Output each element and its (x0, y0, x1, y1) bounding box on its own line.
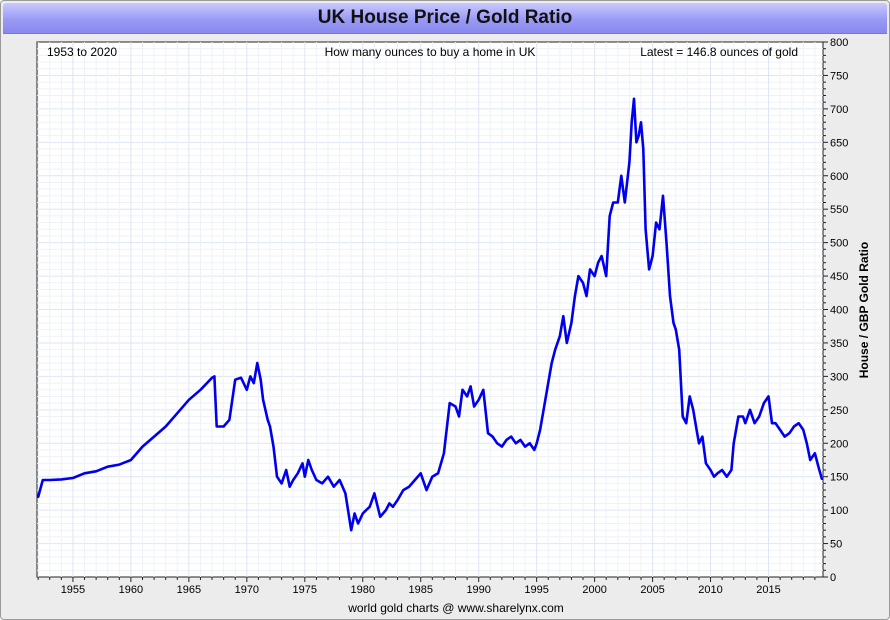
x-tick-label: 1965 (177, 584, 201, 596)
y-tick-label: 800 (830, 37, 848, 49)
x-tick-label: 2010 (698, 584, 722, 596)
line-layer (36, 97, 824, 532)
footer-credit: world gold charts @ www.sharelynx.com (347, 601, 564, 615)
y-tick-label: 450 (830, 271, 848, 283)
x-tick-label: 1985 (408, 584, 432, 596)
annotation-center: How many ounces to buy a home in UK (325, 45, 536, 59)
x-tick-label: 1975 (293, 584, 317, 596)
x-tick-label: 1955 (61, 584, 85, 596)
y-tick-label: 700 (830, 104, 848, 116)
x-tick-label: 2015 (756, 584, 780, 596)
x-tick-label: 2005 (640, 584, 664, 596)
x-tick-label: 2000 (582, 584, 606, 596)
y-tick-label: 550 (830, 204, 848, 216)
x-tick-label: 1995 (524, 584, 548, 596)
chart-title: UK House Price / Gold Ratio (3, 3, 887, 34)
y-axis: 0 50 100 150 200 250 300 350 400 450 500 550 600 650 7… (823, 37, 848, 584)
y-tick-label: 0 (830, 572, 836, 584)
y-tick-label: 350 (830, 338, 848, 350)
y-axis-label: House / GBP Gold Ratio (857, 242, 871, 378)
x-tick-label: 1980 (351, 584, 375, 596)
annotation-right: Latest = 146.8 ounces of gold (640, 45, 798, 59)
y-tick-label: 150 (830, 472, 848, 484)
y-tick-label: 650 (830, 137, 848, 149)
annotation-left: 1953 to 2020 (47, 45, 117, 59)
x-axis: 1955 1960 1965 1970 1975 1980 1985 1990 1995 2000… (37, 577, 816, 596)
x-tick-label: 1970 (235, 584, 259, 596)
y-tick-label: 250 (830, 405, 848, 417)
y-tick-label: 400 (830, 305, 848, 317)
grid-layer (37, 42, 823, 577)
x-tick-label: 1960 (119, 584, 143, 596)
series-line (36, 97, 824, 532)
y-tick-label: 50 (830, 539, 842, 551)
y-tick-label: 200 (830, 438, 848, 450)
y-tick-label: 100 (830, 505, 848, 517)
y-tick-label: 600 (830, 171, 848, 183)
y-tick-label: 750 (830, 70, 848, 82)
x-tick-label: 1990 (466, 584, 490, 596)
y-tick-label: 300 (830, 371, 848, 383)
y-tick-label: 500 (830, 238, 848, 250)
